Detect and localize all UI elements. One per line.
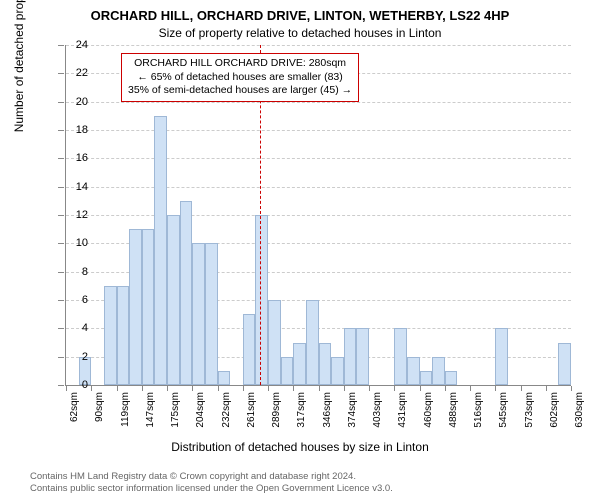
- y-tick-label: 10: [58, 237, 88, 249]
- y-tick-label: 20: [58, 96, 88, 108]
- grid-line: [66, 45, 571, 46]
- histogram-bar: [142, 229, 155, 385]
- x-tick: [495, 386, 496, 391]
- x-tick-label: 62sqm: [69, 392, 80, 442]
- histogram-bar: [432, 357, 445, 385]
- histogram-bar: [255, 215, 268, 385]
- histogram-bar: [495, 328, 508, 385]
- grid-line: [66, 158, 571, 159]
- x-tick-label: 175sqm: [170, 392, 181, 442]
- histogram-bar: [331, 357, 344, 385]
- x-tick-label: 374sqm: [347, 392, 358, 442]
- x-tick: [571, 386, 572, 391]
- x-tick: [344, 386, 345, 391]
- histogram-bar: [293, 343, 306, 386]
- x-tick-label: 147sqm: [145, 392, 156, 442]
- x-tick: [293, 386, 294, 391]
- grid-line: [66, 187, 571, 188]
- x-tick-label: 602sqm: [549, 392, 560, 442]
- y-tick-label: 18: [58, 124, 88, 136]
- histogram-bar: [129, 229, 142, 385]
- histogram-bar: [344, 328, 357, 385]
- annotation-box: ORCHARD HILL ORCHARD DRIVE: 280sqm← 65% …: [121, 53, 359, 102]
- y-tick-label: 12: [58, 209, 88, 221]
- histogram-bar: [104, 286, 117, 385]
- x-tick: [243, 386, 244, 391]
- histogram-bar: [281, 357, 294, 385]
- plot-area: ORCHARD HILL ORCHARD DRIVE: 280sqm← 65% …: [65, 45, 571, 386]
- x-tick-label: 630sqm: [574, 392, 585, 442]
- y-tick-label: 22: [58, 67, 88, 79]
- x-tick-label: 516sqm: [473, 392, 484, 442]
- y-tick-label: 4: [58, 322, 88, 334]
- x-tick-label: 488sqm: [448, 392, 459, 442]
- x-tick-label: 431sqm: [397, 392, 408, 442]
- histogram-bar: [167, 215, 180, 385]
- annotation-line2: ← 65% of detached houses are smaller (83…: [128, 71, 352, 85]
- x-tick-label: 403sqm: [372, 392, 383, 442]
- histogram-bar: [117, 286, 130, 385]
- x-tick-label: 573sqm: [524, 392, 535, 442]
- grid-line: [66, 130, 571, 131]
- x-tick-label: 232sqm: [221, 392, 232, 442]
- x-tick-label: 317sqm: [296, 392, 307, 442]
- x-tick-label: 261sqm: [246, 392, 257, 442]
- x-tick-label: 90sqm: [94, 392, 105, 442]
- x-tick: [521, 386, 522, 391]
- title-main: ORCHARD HILL, ORCHARD DRIVE, LINTON, WET…: [0, 8, 600, 23]
- y-tick-label: 2: [58, 351, 88, 363]
- y-tick-label: 24: [58, 39, 88, 51]
- footer-text: Contains HM Land Registry data © Crown c…: [30, 471, 393, 494]
- y-tick-label: 16: [58, 152, 88, 164]
- x-tick: [319, 386, 320, 391]
- y-tick-label: 0: [58, 379, 88, 391]
- y-axis-title: Number of detached properties: [12, 0, 26, 132]
- x-tick-label: 545sqm: [498, 392, 509, 442]
- histogram-bar: [180, 201, 193, 385]
- x-tick: [470, 386, 471, 391]
- x-tick-label: 289sqm: [271, 392, 282, 442]
- x-tick: [142, 386, 143, 391]
- histogram-bar: [306, 300, 319, 385]
- chart-container: ORCHARD HILL, ORCHARD DRIVE, LINTON, WET…: [0, 0, 600, 500]
- y-tick-label: 8: [58, 266, 88, 278]
- x-tick: [420, 386, 421, 391]
- annotation-line1: ORCHARD HILL ORCHARD DRIVE: 280sqm: [128, 57, 352, 71]
- x-tick: [117, 386, 118, 391]
- x-tick-label: 460sqm: [423, 392, 434, 442]
- histogram-bar: [558, 343, 571, 386]
- title-sub: Size of property relative to detached ho…: [0, 26, 600, 40]
- histogram-bar: [445, 371, 458, 385]
- histogram-bar: [420, 371, 433, 385]
- x-tick-label: 119sqm: [120, 392, 131, 442]
- histogram-bar: [243, 314, 256, 385]
- y-tick-label: 14: [58, 181, 88, 193]
- x-tick-label: 346sqm: [322, 392, 333, 442]
- histogram-bar: [394, 328, 407, 385]
- x-tick: [445, 386, 446, 391]
- x-tick: [369, 386, 370, 391]
- footer-line1: Contains HM Land Registry data © Crown c…: [30, 471, 393, 482]
- grid-line: [66, 215, 571, 216]
- x-tick: [192, 386, 193, 391]
- x-axis-title: Distribution of detached houses by size …: [0, 440, 600, 454]
- histogram-bar: [268, 300, 281, 385]
- histogram-bar: [154, 116, 167, 385]
- x-tick: [394, 386, 395, 391]
- x-tick-label: 204sqm: [195, 392, 206, 442]
- histogram-bar: [205, 243, 218, 385]
- annotation-line3: 35% of semi-detached houses are larger (…: [128, 84, 352, 98]
- histogram-bar: [218, 371, 231, 385]
- histogram-bar: [356, 328, 369, 385]
- histogram-bar: [192, 243, 205, 385]
- histogram-bar: [407, 357, 420, 385]
- histogram-bar: [319, 343, 332, 386]
- footer-line2: Contains public sector information licen…: [30, 483, 393, 494]
- x-tick: [218, 386, 219, 391]
- x-tick: [167, 386, 168, 391]
- x-tick: [268, 386, 269, 391]
- y-tick-label: 6: [58, 294, 88, 306]
- x-tick: [91, 386, 92, 391]
- x-tick: [546, 386, 547, 391]
